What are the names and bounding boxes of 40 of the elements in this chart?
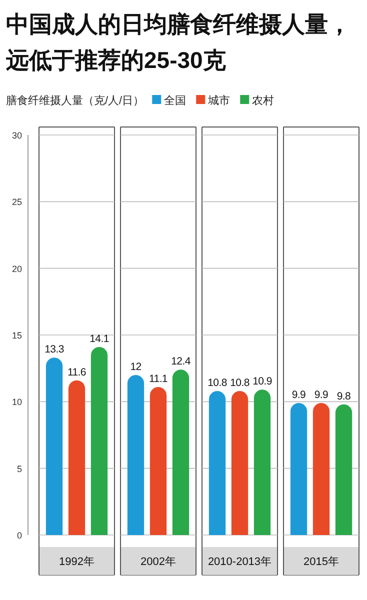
y-tick-label: 20: [12, 264, 22, 274]
y-tick-label: 5: [16, 464, 22, 474]
bar: [254, 390, 271, 535]
y-tick-label: 0: [16, 530, 22, 540]
bar: [90, 347, 108, 535]
x-tick-label: 2010-2013年: [208, 556, 272, 568]
legend-label: 农村: [252, 94, 274, 107]
y-tick-label: 25: [12, 197, 22, 208]
chart-title: 中国成人的日均膳食纤维摄人量，远低于推荐的25-30克: [5, 11, 351, 73]
data-label: 10.8: [208, 377, 228, 389]
data-label: 12.4: [171, 356, 191, 368]
y-axis-title: 膳食纤维摄人量（克/人/日）: [6, 94, 144, 107]
bar: [68, 380, 86, 535]
bar: [290, 403, 308, 535]
bar: [150, 387, 167, 535]
data-label: 10.8: [230, 377, 250, 389]
data-label: 11.1: [149, 373, 168, 385]
data-label: 9.9: [314, 389, 329, 401]
x-tick-label: 1992年: [59, 556, 94, 568]
data-label: 9.9: [292, 389, 306, 401]
bar: [231, 391, 248, 535]
data-label: 13.3: [44, 344, 64, 356]
bar: [46, 358, 63, 535]
bar: [127, 375, 144, 535]
data-label: 10.9: [252, 376, 272, 388]
y-tick-label: 30: [12, 130, 22, 140]
data-label: 14.1: [90, 333, 110, 345]
bar: [312, 403, 330, 535]
y-tick-label: 10: [12, 397, 22, 408]
data-label: 12: [130, 361, 142, 373]
data-label: 11.6: [68, 366, 86, 378]
bar: [172, 370, 190, 535]
data-label: 9.8: [336, 390, 352, 402]
bar: [208, 391, 226, 535]
y-tick-label: 15: [12, 330, 22, 340]
x-tick-label: 2002年: [140, 556, 176, 568]
legend-label: 全国: [164, 95, 186, 107]
bar: [335, 404, 352, 535]
legend-label: 城市: [207, 94, 230, 107]
x-tick-label: 2015年: [304, 556, 339, 568]
